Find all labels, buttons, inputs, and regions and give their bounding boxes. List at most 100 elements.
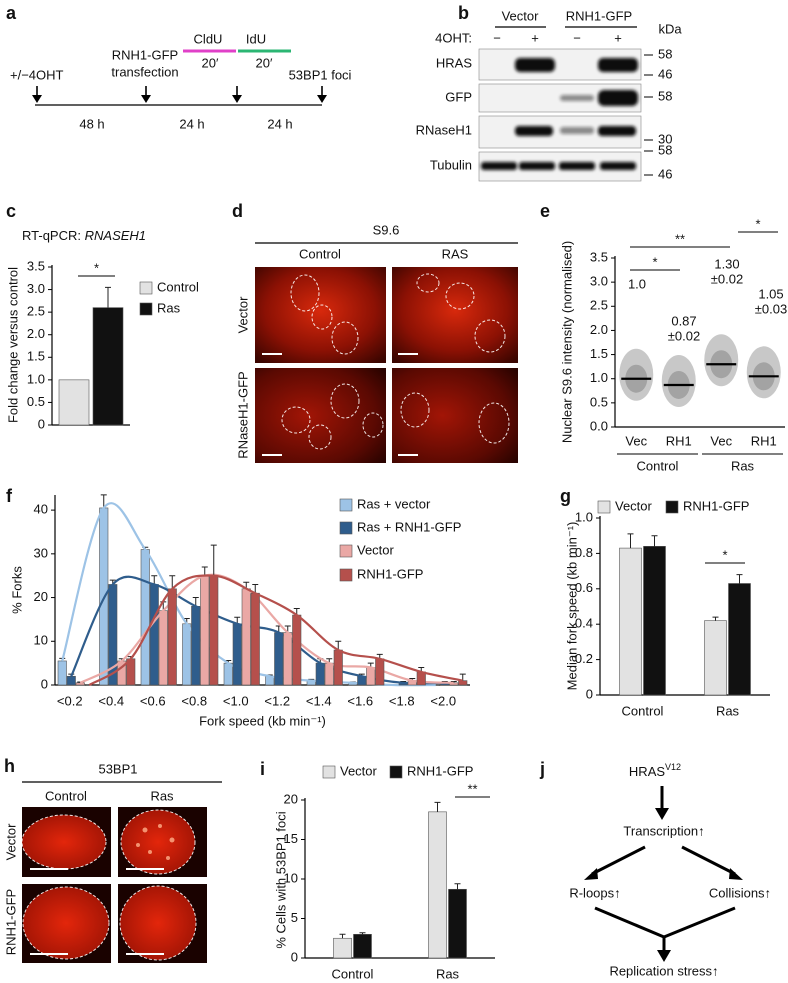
interval: 24 h — [179, 116, 204, 131]
arrows — [36, 86, 323, 97]
significance-label: * — [755, 216, 760, 231]
error-bar — [201, 566, 208, 576]
error-label: ±0.02 — [668, 328, 700, 343]
bar — [209, 575, 219, 686]
y-tick-label: 3.0 — [27, 281, 45, 296]
marker: 46 — [658, 166, 672, 181]
bar — [292, 614, 302, 686]
bar — [57, 660, 67, 686]
row-label: Vector — [235, 296, 250, 334]
row-label: RNaseH1-GFP — [235, 371, 250, 458]
y-tick-label: 0.0 — [590, 418, 608, 433]
bar — [75, 682, 85, 686]
interval: 24 h — [267, 116, 292, 131]
readout: 53BP1 foci — [289, 67, 352, 82]
transfection: transfection — [111, 64, 178, 79]
lane-label: − — [573, 30, 581, 45]
bar — [619, 547, 642, 696]
y-tick-label: 20 — [34, 589, 48, 604]
legend-swatch — [339, 544, 353, 558]
bar — [643, 546, 666, 696]
y-tick-label: 1.0 — [590, 370, 608, 385]
y-tick-label: 10 — [284, 870, 298, 885]
y-axis-label: Nuclear S9.6 intensity (normalised) — [559, 241, 574, 443]
row-label: RNH1-GFP — [3, 889, 18, 955]
y-tick-label: 0.5 — [590, 394, 608, 409]
treatment: +/−4OHT — [10, 67, 64, 82]
marker: 30 — [658, 131, 672, 146]
error-bar — [359, 932, 366, 935]
bar — [728, 583, 751, 696]
x-tick-label: <0.2 — [57, 693, 83, 708]
bar — [353, 933, 372, 959]
y-tick-label: 20 — [284, 791, 298, 806]
x-tick-label: <0.6 — [140, 693, 166, 708]
stain-label: S9.6 — [373, 222, 400, 237]
error-bar — [339, 933, 346, 939]
label-cldu: CldU — [194, 31, 223, 46]
column-label: Control — [299, 246, 341, 261]
y-tick-label: 0.2 — [575, 651, 593, 666]
bar — [324, 662, 334, 686]
y-tick-label: 3.5 — [590, 249, 608, 264]
bar — [333, 937, 352, 959]
x-tick-label: Control — [332, 966, 374, 981]
row-label: HRAS — [436, 55, 472, 70]
error-bar — [434, 801, 441, 812]
x-tick-label: <0.8 — [181, 693, 207, 708]
x-tick-label: Ras — [436, 966, 460, 981]
node: Collisions↑ — [709, 885, 771, 900]
fit-curve — [79, 573, 454, 684]
panel-letter: a — [6, 3, 17, 23]
treatment-label: 4OHT: — [435, 30, 472, 45]
lane-label: + — [614, 30, 622, 45]
y-tick-label: 2.0 — [590, 322, 608, 337]
legend-swatch — [139, 302, 153, 316]
group-label: Vector — [502, 8, 540, 23]
panel-a: a +/−4OHT RNH1-GFP transfection CldU 20′… — [6, 3, 352, 132]
y-axis-label: % Forks — [9, 566, 24, 614]
bar — [191, 606, 201, 686]
legend-label: Vector — [615, 498, 653, 513]
value-label: 1.05 — [758, 286, 783, 301]
row-label: Tubulin — [430, 157, 472, 172]
bar — [416, 671, 426, 686]
x-tick-label: <0.4 — [98, 693, 124, 708]
y-axis-label: Fold change versus control — [5, 267, 20, 423]
y-tick-label: 30 — [34, 545, 48, 560]
y-tick-label: 2.5 — [590, 298, 608, 313]
legend-swatch — [339, 568, 353, 582]
panel-letter: f — [6, 486, 13, 506]
significance-label: * — [94, 260, 99, 275]
stain-label: 53BP1 — [98, 761, 137, 776]
group-label: Control — [637, 458, 679, 473]
x-tick-label: <1.4 — [306, 693, 332, 708]
x-tick-label: <1.6 — [347, 693, 373, 708]
legend-swatch — [339, 498, 353, 512]
group-label: Ras — [731, 458, 755, 473]
y-tick-label: 2.0 — [27, 326, 45, 341]
row-label: RNaseH1 — [416, 122, 472, 137]
panel-letter: i — [260, 759, 265, 779]
error-bar — [192, 597, 199, 607]
y-tick-label: 0.4 — [575, 616, 593, 631]
interval: 48 h — [79, 116, 104, 131]
fit-curve — [88, 574, 463, 686]
marker: 58 — [658, 46, 672, 61]
bar — [223, 662, 233, 686]
y-tick-label: 0 — [38, 416, 45, 431]
error-bar — [100, 494, 107, 508]
significance-label: ** — [675, 231, 685, 246]
row-label: GFP — [445, 89, 472, 104]
lane-label: + — [531, 30, 539, 45]
y-tick-label: 0.5 — [27, 394, 45, 409]
bar — [375, 658, 385, 686]
panel-b: b Vector RNH1-GFP kDa 4OHT: − + − + HRAS… — [416, 3, 683, 182]
x-tick-label: <1.2 — [264, 693, 290, 708]
title-text: RT-qPCR: — [22, 228, 81, 243]
y-tick-label: 40 — [34, 502, 48, 517]
panel-letter: e — [540, 201, 550, 221]
bar — [200, 575, 210, 686]
bar — [250, 592, 260, 686]
